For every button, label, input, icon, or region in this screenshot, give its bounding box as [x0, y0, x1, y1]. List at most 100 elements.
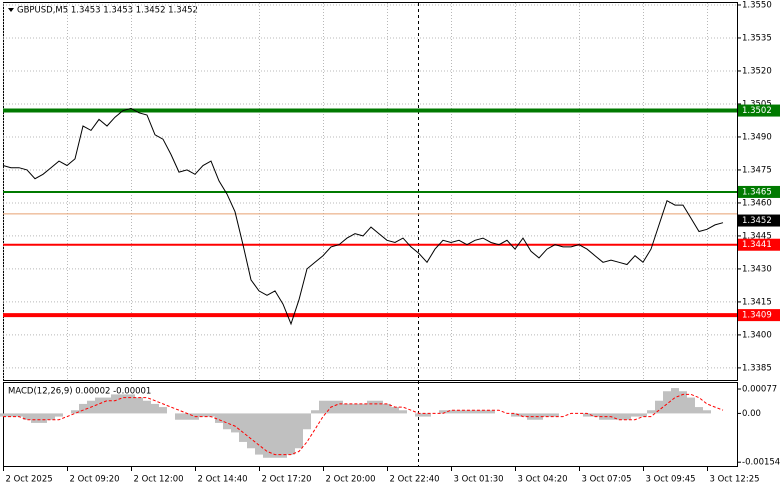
macd-bar: [39, 413, 47, 423]
macd-bar: [591, 413, 599, 417]
macd-bar: [7, 413, 15, 417]
macd-bar: [647, 410, 655, 414]
macd-bar: [479, 410, 487, 414]
macd-bar: [223, 413, 231, 430]
macd-bar: [95, 397, 103, 414]
macd-bar: [447, 410, 455, 414]
level-label-box: [738, 238, 780, 251]
macd-bar: [639, 413, 647, 417]
macd-bar: [655, 400, 663, 414]
macd-bar: [455, 410, 463, 414]
macd-bar: [15, 413, 23, 417]
x-tick-label: 2 Oct 09:20: [70, 475, 120, 485]
macd-bar: [543, 413, 551, 417]
last-price-box: [738, 214, 780, 227]
macd-bar: [199, 413, 207, 417]
macd-bar: [151, 403, 159, 414]
macd-bar: [359, 403, 367, 414]
y-tick-label: 1.3385: [742, 363, 772, 373]
macd-bar: [103, 397, 111, 414]
macd-bar: [71, 410, 79, 414]
y-tick-label: 1.3445: [742, 231, 772, 241]
level-label: 1.3441: [742, 240, 772, 250]
macd-bar: [335, 400, 343, 414]
macd-bar: [551, 413, 559, 417]
level-label: 1.3409: [742, 311, 772, 321]
macd-bar: [471, 410, 479, 414]
macd-bar: [511, 413, 519, 417]
y-tick-label: 0.00: [742, 409, 761, 419]
level-label-box: [738, 309, 780, 322]
x-tick-label: 2 Oct 20:00: [326, 475, 376, 485]
macd-bar: [463, 410, 471, 414]
chart-title: GBPUSD,M5 1.3453 1.3453 1.3452 1.3452: [17, 6, 198, 16]
y-tick-label: 1.3520: [742, 66, 772, 76]
macd-bar: [319, 400, 327, 414]
macd-bar: [375, 400, 383, 414]
macd-bar: [599, 413, 607, 420]
x-tick-label: 2 Oct 17:20: [262, 475, 312, 485]
macd-bar: [535, 413, 543, 420]
macd-bar: [31, 413, 39, 423]
macd-title: MACD(12,26,9) 0.00002 -0.00001: [8, 387, 151, 397]
macd-bar: [399, 410, 407, 414]
macd-bar: [279, 413, 287, 458]
macd-bar: [671, 388, 679, 414]
y-tick-label: 1.3490: [742, 132, 772, 142]
macd-bar: [271, 413, 279, 458]
macd-bar: [23, 413, 31, 420]
macd-bar: [383, 403, 391, 414]
macd-bar: [615, 413, 623, 420]
macd-bar: [215, 413, 223, 423]
macd-bar: [207, 413, 215, 417]
macd-bar: [623, 413, 631, 420]
macd-bar: [295, 413, 303, 449]
macd-bar: [79, 403, 87, 414]
x-tick-label: 3 Oct 04:20: [518, 475, 568, 485]
y-tick-label: 1.3550: [742, 0, 772, 10]
macd-bar: [391, 407, 399, 414]
macd-bar: [583, 413, 591, 417]
x-tick-label: 2 Oct 12:00: [134, 475, 184, 485]
macd-bar: [351, 403, 359, 414]
collapse-arrow: [8, 8, 14, 12]
y-tick-label: 1.3430: [742, 264, 772, 274]
macd-bar: [127, 394, 135, 414]
macd-bar: [423, 413, 431, 417]
macd-bar: [143, 400, 151, 414]
level-label-box: [738, 104, 780, 117]
macd-bar: [695, 407, 703, 414]
macd-bar: [175, 413, 183, 420]
level-label-box: [738, 185, 780, 198]
x-tick-label: 2 Oct 2025: [6, 475, 53, 485]
macd-bar: [119, 394, 127, 414]
last-price-label: 1.3452: [742, 216, 772, 226]
macd-bar: [47, 413, 55, 420]
macd-bar: [303, 413, 311, 430]
macd-bar: [135, 397, 143, 414]
macd-bar: [439, 410, 447, 414]
y-tick-label: 1.3535: [742, 33, 772, 43]
level-label: 1.3502: [742, 106, 772, 116]
macd-bar: [231, 413, 239, 433]
macd-bar: [263, 413, 271, 458]
macd-bar: [703, 410, 711, 414]
macd-bar: [55, 413, 63, 417]
x-tick-label: 2 Oct 22:40: [390, 475, 440, 485]
y-tick-label: -0.00154: [742, 458, 780, 468]
macd-bar: [415, 413, 423, 417]
macd-bar: [159, 407, 167, 414]
macd-bar: [663, 391, 671, 414]
y-tick-label: 1.3400: [742, 330, 772, 340]
macd-bar: [631, 413, 639, 417]
macd-bar: [487, 410, 495, 414]
macd-bar: [183, 413, 191, 420]
price-line: [2, 107, 724, 326]
x-tick-label: 3 Oct 01:30: [454, 475, 504, 485]
y-tick-label: 0.00077: [742, 385, 777, 395]
macd-bar: [687, 397, 695, 414]
macd-bar: [679, 391, 687, 414]
x-tick-label: 3 Oct 07:05: [582, 475, 632, 485]
